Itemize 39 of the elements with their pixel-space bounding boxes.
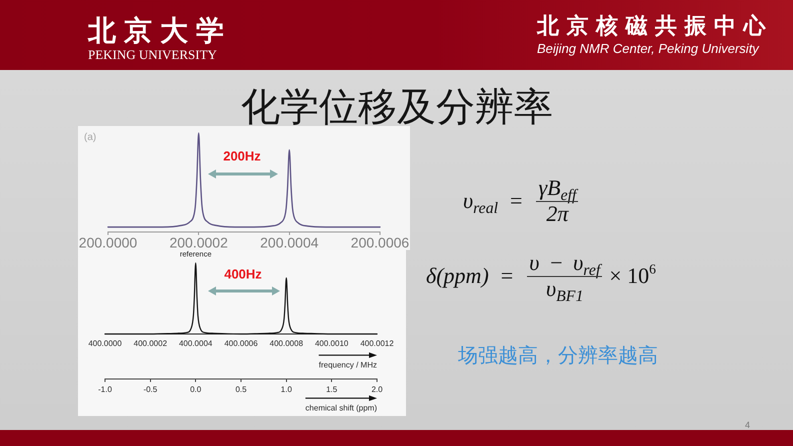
text: γB$_{eff}$ (537, 175, 578, 204)
annotation: 400Hz (224, 266, 262, 282)
text: 北京核磁共振中心 (537, 14, 773, 39)
x2-tick-label: 0.0 (190, 385, 202, 394)
text: 化学位移及分辨率 (241, 84, 553, 130)
text: 场强越高，分辨率越高 (458, 343, 658, 367)
x-tick-label: 200.0000 (78, 234, 138, 250)
x-tick-label: 200.0006 (350, 234, 410, 250)
x-tick-label: 400.0010 (314, 339, 349, 348)
x-tick-label: 400.0002 (134, 339, 168, 348)
x-tick-label: 200.0004 (260, 234, 319, 250)
text: υ$_{real}$ (463, 188, 498, 217)
text: = (510, 188, 522, 213)
annotation: 200Hz (223, 148, 262, 164)
text: × 10$^{6}$ (609, 261, 656, 288)
x-tick-label: 400.0004 (178, 339, 213, 348)
text: υ − υ$_{ref}$ (528, 250, 602, 279)
text: υ$_{BF1}$ (546, 276, 584, 305)
x2-tick-label: 1.0 (280, 385, 292, 394)
x2-tick-label: -1.0 (98, 385, 112, 394)
text: δ(ppm) (426, 263, 489, 288)
x2-tick-label: -0.5 (143, 385, 158, 394)
text: 4 (745, 420, 750, 430)
x2-axis-title: chemical shift (ppm) (305, 403, 378, 412)
x2-tick-label: 0.5 (235, 385, 248, 394)
x-tick-label: 400.0000 (88, 339, 122, 348)
x2-tick-label: 1.5 (326, 385, 338, 394)
x-tick-label: 400.0012 (360, 339, 394, 348)
text: 2π (546, 201, 568, 226)
x-axis-title: frequency / MHz (318, 360, 377, 370)
x-tick-label: 200.0002 (169, 234, 228, 250)
text: 北京大学 (88, 14, 232, 47)
text: Beijing NMR Center, Peking University (537, 41, 759, 56)
x-tick-label: 400.0008 (270, 339, 304, 348)
text: PEKING UNIVERSITY (88, 47, 217, 62)
text: (a) (84, 132, 96, 143)
x-tick-label: 400.0006 (224, 339, 258, 348)
text: = (500, 263, 514, 288)
x2-tick-label: 2.0 (371, 385, 384, 394)
